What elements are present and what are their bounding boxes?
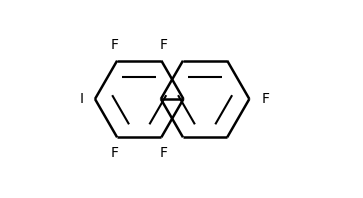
Text: F: F: [160, 146, 168, 160]
Text: F: F: [111, 38, 119, 52]
Text: F: F: [261, 92, 269, 106]
Text: F: F: [111, 146, 119, 160]
Text: F: F: [160, 38, 168, 52]
Text: I: I: [79, 92, 83, 106]
